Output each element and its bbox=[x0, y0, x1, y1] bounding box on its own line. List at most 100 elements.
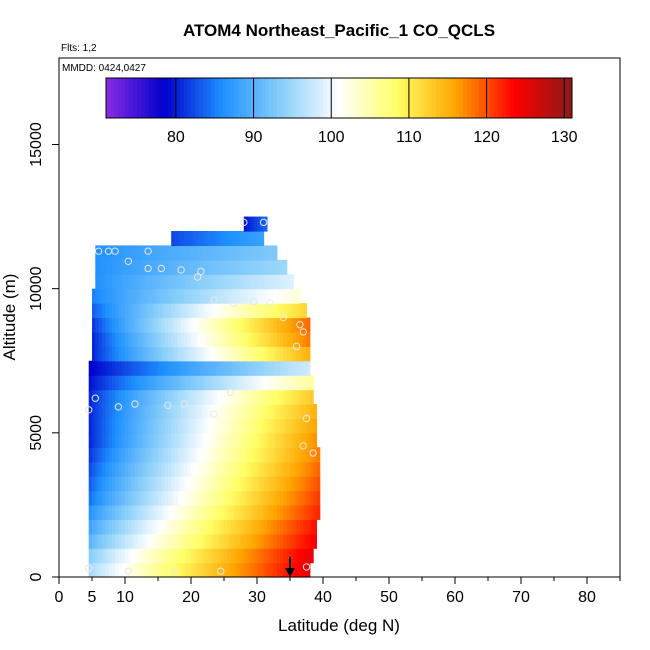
curtain-cell bbox=[286, 447, 291, 463]
curtain-cell bbox=[309, 476, 314, 492]
curtain-cell bbox=[167, 476, 172, 492]
curtain-cell bbox=[174, 404, 179, 420]
curtain-cell bbox=[184, 476, 189, 492]
curtain-cell bbox=[181, 375, 185, 391]
curtain-cell bbox=[141, 432, 146, 448]
curtain-cell bbox=[253, 404, 258, 420]
curtain-cell bbox=[138, 432, 143, 448]
curtain-cell bbox=[101, 504, 106, 520]
curtain-cell bbox=[260, 533, 265, 549]
curtain-cell bbox=[217, 533, 222, 549]
curtain-cell bbox=[306, 375, 311, 391]
curtain-cell bbox=[121, 259, 126, 275]
curtain-cell bbox=[125, 288, 129, 304]
curtain-cell bbox=[260, 447, 265, 463]
curtain-cell bbox=[204, 303, 209, 319]
curtain-cell bbox=[204, 389, 209, 405]
curtain-cell bbox=[121, 288, 126, 304]
curtain-cell bbox=[151, 375, 156, 391]
curtain-cell bbox=[280, 303, 284, 319]
curtain-cell bbox=[98, 245, 103, 261]
curtain-cell bbox=[290, 548, 294, 564]
curtain-cell bbox=[181, 533, 185, 549]
data-point bbox=[124, 567, 133, 575]
colorbar-swatch bbox=[537, 78, 542, 118]
curtain-cell bbox=[158, 259, 162, 275]
curtain-cell bbox=[115, 461, 119, 477]
curtain-cell bbox=[125, 259, 129, 275]
curtain-cell bbox=[187, 231, 192, 247]
curtain-cell bbox=[181, 274, 185, 290]
curtain-cell bbox=[286, 548, 291, 564]
curtain-cell bbox=[164, 375, 169, 391]
curtain-cell bbox=[243, 375, 248, 391]
curtain-cell bbox=[276, 288, 281, 304]
curtain-cell bbox=[257, 303, 261, 319]
curtain-cell bbox=[207, 490, 212, 506]
curtain-cell bbox=[253, 375, 258, 391]
curtain-cell bbox=[309, 504, 314, 520]
curtain-cell bbox=[134, 288, 139, 304]
curtain-cell bbox=[105, 303, 110, 319]
curtain-cell bbox=[263, 548, 268, 564]
curtain-cell bbox=[177, 562, 182, 578]
curtain-cell bbox=[303, 404, 308, 420]
curtain-cell bbox=[230, 490, 235, 506]
curtain-cell bbox=[214, 389, 218, 405]
curtain-cell bbox=[260, 375, 265, 391]
curtain-cell bbox=[154, 447, 159, 463]
curtain-cell bbox=[115, 259, 119, 275]
curtain-cell bbox=[299, 331, 304, 347]
curtain-cell bbox=[243, 288, 248, 304]
curtain-cell bbox=[154, 389, 159, 405]
curtain-cell bbox=[144, 533, 149, 549]
colorbar-swatch bbox=[370, 78, 375, 118]
curtain-cell bbox=[247, 461, 251, 477]
curtain-cell bbox=[247, 447, 251, 463]
curtain-cell bbox=[214, 490, 218, 506]
curtain-cell bbox=[290, 519, 294, 535]
curtain-cell bbox=[181, 490, 185, 506]
curtain-cell bbox=[108, 389, 113, 405]
curtain-cell bbox=[210, 533, 215, 549]
curtain-cell bbox=[210, 389, 215, 405]
colorbar-swatch bbox=[354, 78, 359, 118]
curtain-cell bbox=[204, 418, 209, 434]
curtain-cell bbox=[227, 519, 232, 535]
curtain-cell bbox=[134, 504, 139, 520]
curtain-cell bbox=[95, 375, 100, 391]
data-point bbox=[230, 299, 238, 307]
curtain-cell bbox=[309, 519, 314, 535]
curtain-cell bbox=[283, 404, 288, 420]
curtain-cell bbox=[95, 432, 100, 448]
curtain-cell bbox=[299, 476, 304, 492]
curtain-cell bbox=[95, 504, 100, 520]
curtain-cell bbox=[92, 346, 96, 362]
curtain-cell bbox=[306, 562, 311, 578]
curtain-cell bbox=[154, 548, 159, 564]
curtain-cell bbox=[283, 476, 288, 492]
curtain-cell bbox=[299, 404, 304, 420]
curtain-cell bbox=[167, 519, 172, 535]
curtain-cell bbox=[250, 418, 255, 434]
colorbar-swatch bbox=[234, 78, 239, 118]
curtain-cell bbox=[260, 360, 265, 376]
curtain-cell bbox=[233, 432, 238, 448]
curtain-cell bbox=[154, 504, 159, 520]
curtain-cell bbox=[293, 504, 298, 520]
curtain-cell bbox=[293, 288, 298, 304]
curtain-cell bbox=[227, 490, 232, 506]
curtain-cell bbox=[200, 562, 205, 578]
curtain-cell bbox=[200, 389, 205, 405]
curtain-cell bbox=[240, 562, 245, 578]
curtain-cell bbox=[200, 504, 205, 520]
x-tick-label: 50 bbox=[380, 589, 398, 606]
colorbar-swatch bbox=[564, 78, 569, 118]
curtain-cell bbox=[108, 461, 113, 477]
curtain-cell bbox=[210, 476, 215, 492]
curtain-cell bbox=[263, 259, 268, 275]
colorbar-swatch bbox=[187, 78, 192, 118]
curtain-cell bbox=[154, 317, 159, 333]
curtain-cell bbox=[191, 288, 195, 304]
curtain-cell bbox=[210, 504, 215, 520]
